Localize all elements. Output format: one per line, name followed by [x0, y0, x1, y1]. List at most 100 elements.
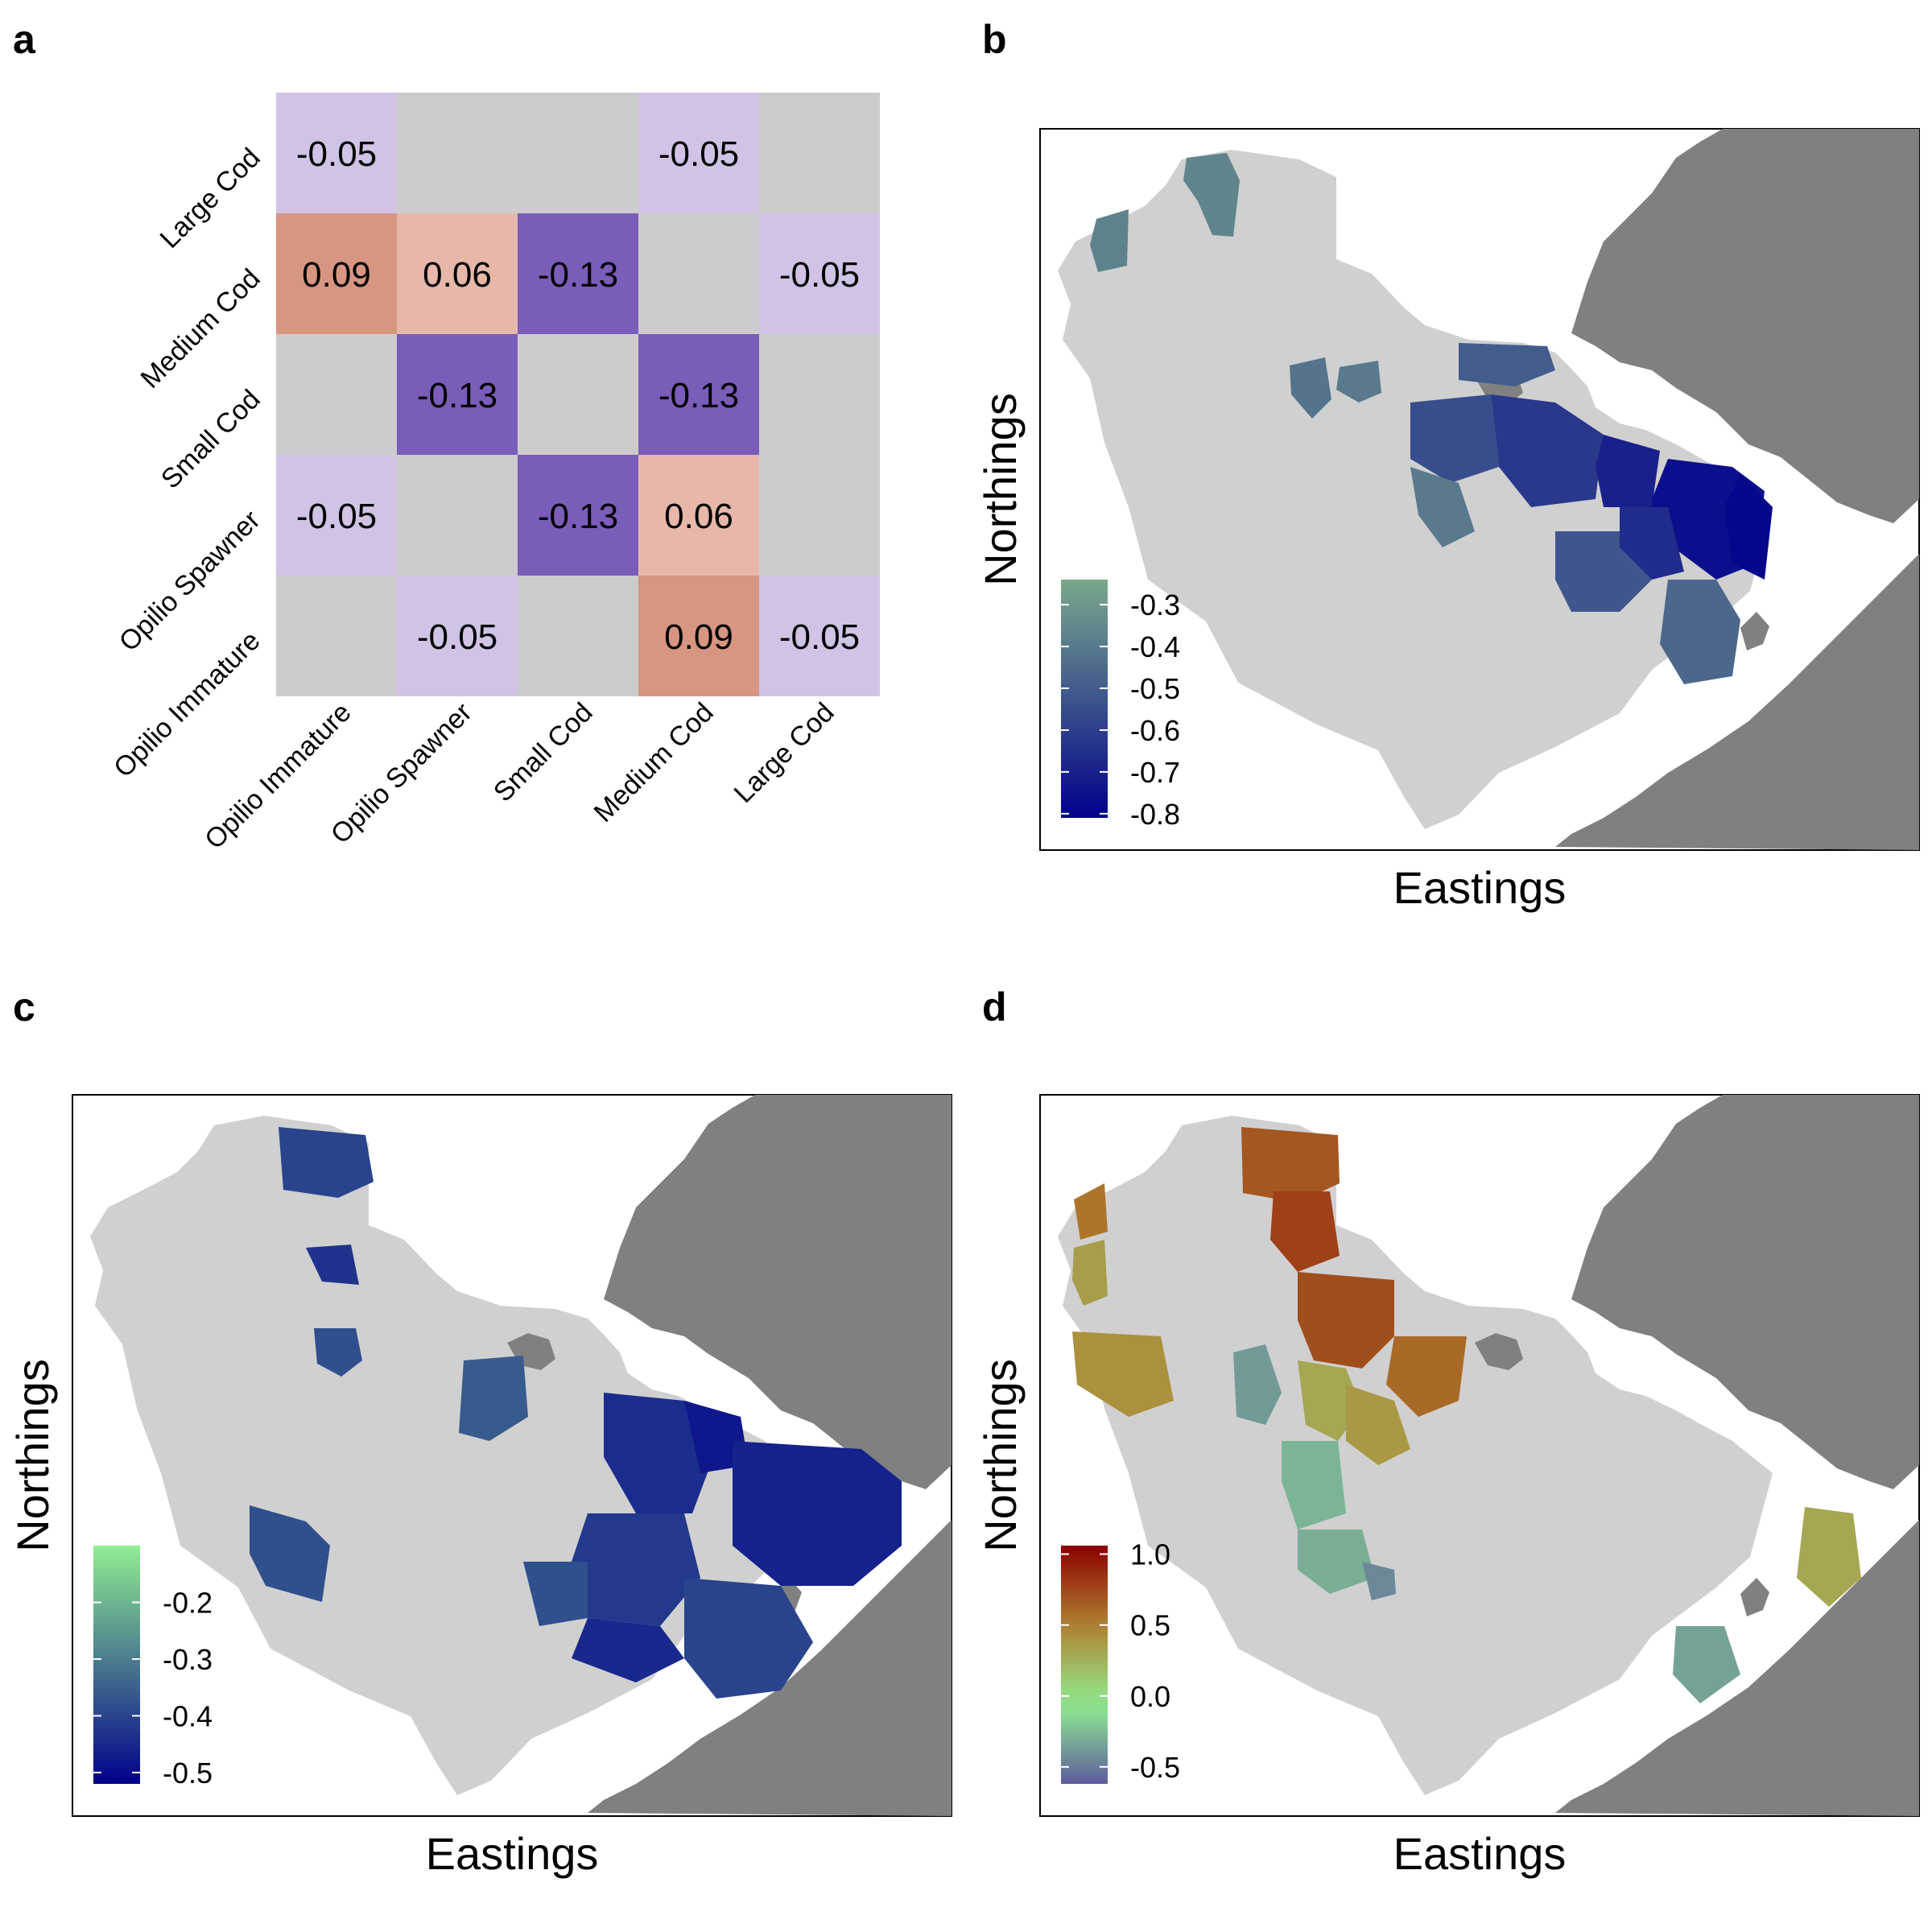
heatmap-cell [518, 455, 638, 576]
land-mass [1571, 1095, 1919, 1489]
y-axis-title: Northings [975, 393, 1026, 586]
map-region-north-2 [1270, 1191, 1340, 1272]
cell-value-label: 0.06 [664, 497, 733, 536]
x-axis-title: Eastings [1393, 1828, 1567, 1879]
land-mass [1555, 1520, 1919, 1816]
legend-colorbar [93, 1546, 140, 1784]
cell-value-label: -0.05 [658, 134, 739, 174]
panel-label-b: b [982, 17, 1007, 62]
legend-label: -0.3 [163, 1643, 213, 1676]
heatmap-cell [397, 455, 518, 576]
heatmap-cell [759, 576, 880, 696]
x-tick-label: Large Cod [729, 697, 840, 809]
map-region-se-band-10 [1620, 507, 1684, 580]
heatmap-cell [276, 334, 397, 455]
cell-value-label: -0.05 [417, 617, 497, 657]
shelf-area [1058, 1116, 1773, 1795]
cell-value-label: -0.13 [658, 376, 739, 415]
heatmap-cell [638, 93, 759, 213]
legend-colorbar [1061, 580, 1108, 818]
heatmap-cell [276, 576, 397, 696]
y-tick-label: Large Cod [155, 142, 266, 254]
map-region-se-1 [604, 1393, 716, 1513]
legend-label: -0.5 [1130, 672, 1180, 705]
map-region-west-1 [250, 1505, 330, 1602]
x-axis-title: Eastings [426, 1828, 599, 1879]
x-axis-title: Eastings [1393, 862, 1567, 913]
map-region-mid-2 [1346, 1385, 1410, 1465]
legend-label: -0.5 [1130, 1751, 1180, 1784]
cell-value-label: -0.13 [538, 255, 618, 295]
map-region-north-4 [1386, 1336, 1467, 1417]
legend-colorbar [1061, 1546, 1108, 1784]
map-region-west-1 [1074, 1183, 1108, 1240]
y-axis-title: Northings [7, 1359, 58, 1552]
map-region-se-band-1 [1459, 343, 1555, 386]
map-region-se-band-6 [1724, 475, 1773, 580]
land-mass [588, 1520, 952, 1816]
legend-label: 0.5 [1130, 1609, 1170, 1642]
heatmap-cell [518, 576, 638, 696]
cell-value-label: -0.05 [779, 255, 860, 295]
map-panel-b: Eastings Northings -0.3 -0.4 -0.5 -0.6 -0.7 -0.… [975, 128, 1920, 913]
map-region-se-4 [572, 1513, 700, 1626]
map-region-mid-1 [1290, 357, 1331, 419]
land-mass [1555, 554, 1919, 850]
cell-value-label: -0.05 [296, 134, 377, 174]
map-region-se-2 [1673, 1626, 1740, 1703]
heatmap-cell [638, 213, 759, 334]
map-region-se-band-3 [1491, 394, 1604, 507]
heatmap-cell [759, 93, 880, 213]
heatmap-cell [276, 213, 397, 334]
map-region-west-2 [1072, 1240, 1108, 1306]
heatmap-cell [518, 213, 638, 334]
map-region-north-3 [1298, 1272, 1394, 1368]
cell-value-label: -0.13 [538, 497, 618, 536]
legend-label: -0.5 [163, 1757, 213, 1790]
legend-label: -0.4 [163, 1699, 213, 1732]
map-region-mid-6 [1362, 1562, 1396, 1600]
island [1740, 612, 1769, 650]
legend-label: -0.2 [163, 1586, 213, 1619]
cell-value-label: -0.05 [296, 497, 377, 536]
cell-value-label: 0.09 [302, 255, 371, 295]
heatmap-cell [397, 576, 518, 696]
map-region-west-3 [1072, 1331, 1174, 1417]
map-region-nw-1 [1183, 153, 1240, 237]
heatmap-cell [759, 334, 880, 455]
legend-label: -0.4 [1130, 630, 1180, 663]
map-region-se-1 [1797, 1507, 1861, 1607]
map-region-north-2 [306, 1245, 359, 1285]
island [1475, 1333, 1523, 1370]
heatmap-cell [397, 334, 518, 455]
map-panel-d: Eastings Northings 1.0 0.5 0.0 -0.5 [975, 1094, 1920, 1879]
heatmap-cell [759, 213, 880, 334]
map-region-north-3 [314, 1328, 362, 1377]
map-region-mid-1 [459, 1356, 528, 1441]
map-region-se-7 [523, 1562, 588, 1626]
map-region-se-3 [733, 1441, 902, 1586]
map-region-mid-3 [1233, 1344, 1282, 1425]
legend-label: -0.6 [1130, 714, 1180, 747]
map-region-north-1 [279, 1127, 374, 1198]
map-region-se-band-8 [1410, 467, 1475, 547]
panel-label-c: c [13, 985, 35, 1030]
map-region-mid-5 [1298, 1530, 1375, 1594]
x-tick-label: Small Cod [488, 697, 599, 808]
legend-label: 0.0 [1130, 1680, 1170, 1713]
map-panel-c: Eastings Northings -0.2 -0.3 -0.4 -0.5 [7, 1094, 952, 1879]
heatmap-cell [397, 93, 518, 213]
heatmap-cell [759, 455, 880, 576]
map-region-mid-2 [1336, 361, 1381, 402]
x-tick-label: Medium Cod [588, 697, 719, 828]
heatmap-cell [518, 334, 638, 455]
cell-value-label: -0.13 [417, 376, 497, 415]
panel-label-a: a [13, 17, 36, 62]
land-mass [1571, 129, 1919, 523]
heatmap-cell [638, 455, 759, 576]
y-axis-title: Northings [975, 1359, 1026, 1552]
cell-value-label: 0.06 [423, 255, 492, 295]
map-region-north-1 [1241, 1127, 1340, 1203]
heatmap-cell [276, 93, 397, 213]
